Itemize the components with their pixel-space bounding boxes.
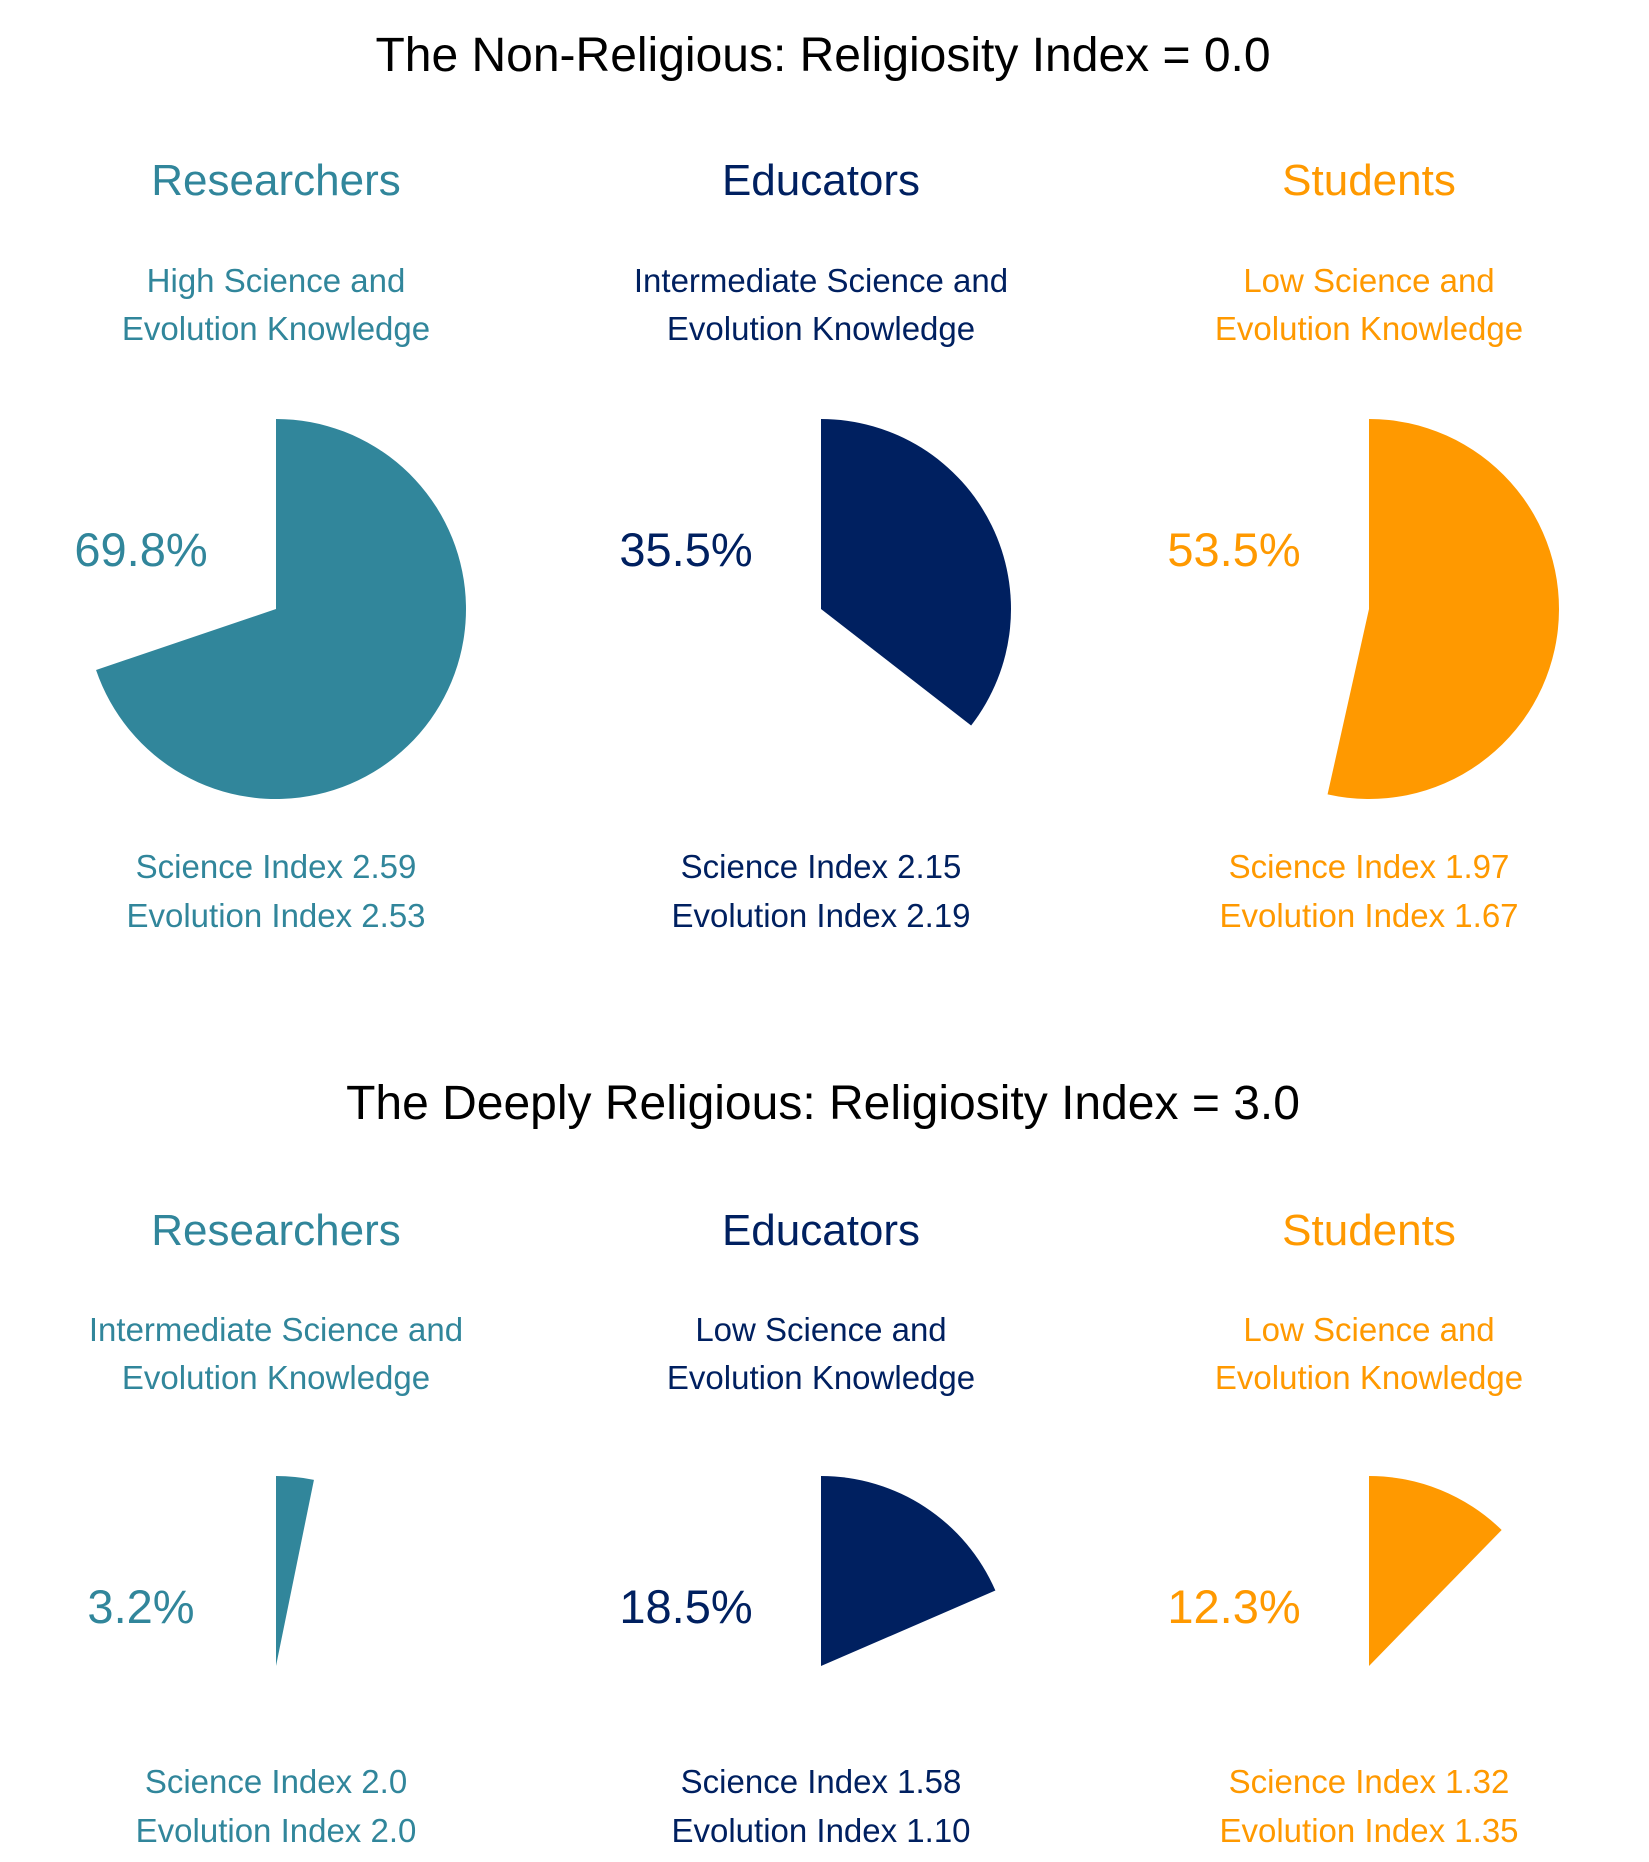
science-index: Science Index 2.0 (144, 1763, 408, 1800)
percent-label: 69.8% (74, 523, 208, 576)
science-index: Science Index 1.58 (680, 1763, 962, 1800)
subtitle-line: Low Science and (1243, 1311, 1495, 1348)
group-title: Educators (721, 156, 921, 205)
subtitle-line: Low Science and (695, 1311, 947, 1348)
subtitle-line: Evolution Knowledge (121, 310, 431, 347)
subtitle-line: Intermediate Science and (633, 262, 1009, 299)
evolution-index: Evolution Index 1.35 (1219, 1812, 1519, 1849)
science-index: Science Index 2.59 (135, 848, 417, 885)
pie-slice-educators (821, 419, 1012, 726)
pie-slice-educators (821, 1476, 996, 1666)
evolution-index: Evolution Index 1.10 (671, 1812, 971, 1849)
group-title: Researchers (151, 1206, 401, 1255)
evolution-index: Evolution Index 2.53 (126, 897, 426, 934)
science-index: Science Index 1.32 (1228, 1763, 1510, 1800)
pie-slice-students (1327, 419, 1559, 799)
evolution-index: Evolution Index 2.19 (671, 897, 971, 934)
subtitle-line: Evolution Knowledge (1214, 310, 1524, 347)
subtitle-line: Evolution Knowledge (666, 1359, 976, 1396)
pie-slice-researchers (96, 419, 466, 799)
percent-label: 35.5% (619, 523, 753, 576)
percent-label: 18.5% (619, 1580, 753, 1633)
chart-title: The Non-Religious: Religiosity Index = 0… (375, 29, 1271, 82)
evolution-index: Evolution Index 1.67 (1219, 897, 1519, 934)
science-index: Science Index 2.15 (680, 848, 962, 885)
subtitle-line: Evolution Knowledge (121, 1359, 431, 1396)
group-title: Educators (721, 1206, 921, 1255)
percent-label: 12.3% (1167, 1580, 1301, 1633)
pie-slice-students (1369, 1476, 1502, 1666)
evolution-index: Evolution Index 2.0 (135, 1812, 417, 1849)
subtitle-line: High Science and (146, 262, 406, 299)
subtitle-line: Evolution Knowledge (1214, 1359, 1524, 1396)
percent-label: 53.5% (1167, 523, 1301, 576)
science-index: Science Index 1.97 (1228, 848, 1510, 885)
group-title: Researchers (151, 156, 401, 205)
pie-slice-researchers (276, 1476, 314, 1666)
subtitle-line: Intermediate Science and (88, 1311, 464, 1348)
percent-label: 3.2% (87, 1580, 195, 1633)
group-title: Students (1282, 156, 1456, 205)
subtitle-line: Low Science and (1243, 262, 1495, 299)
subtitle-line: Evolution Knowledge (666, 310, 976, 347)
chart-title: The Deeply Religious: Religiosity Index … (346, 1077, 1300, 1130)
group-title: Students (1282, 1206, 1456, 1255)
